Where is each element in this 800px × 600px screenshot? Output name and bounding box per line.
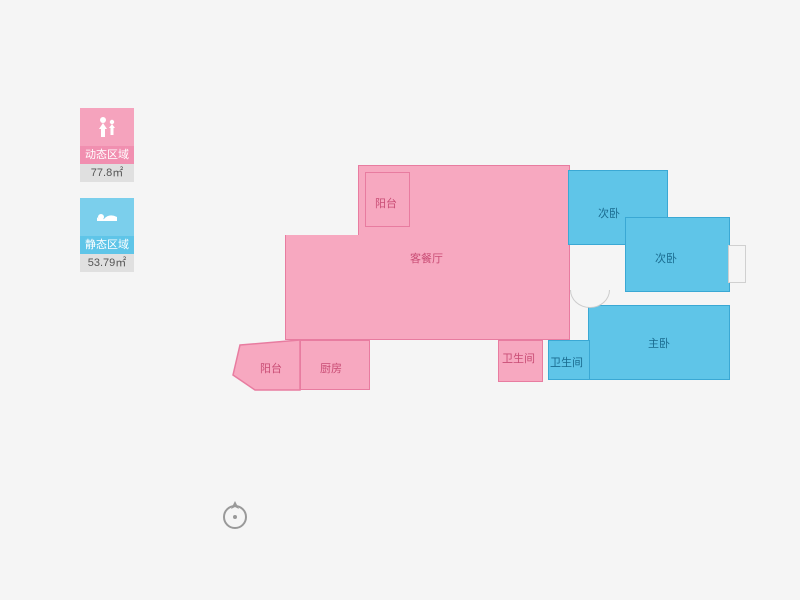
door-swing-1 (570, 290, 590, 308)
label-balcony1: 阳台 (375, 195, 397, 211)
label-bed2a: 次卧 (598, 205, 620, 221)
label-bath2: 卫生间 (550, 354, 583, 370)
sleep-icon (80, 198, 134, 236)
legend-dynamic-value: 77.8㎡ (80, 164, 134, 182)
label-bath1: 卫生间 (502, 350, 535, 366)
label-kitchen: 厨房 (320, 360, 342, 376)
compass-icon (220, 495, 250, 531)
label-living: 客餐厅 (410, 250, 443, 266)
legend-dynamic: 动态区域 77.8㎡ (80, 108, 134, 182)
people-icon (80, 108, 134, 146)
label-bed2b: 次卧 (655, 250, 677, 266)
legend-dynamic-label: 动态区域 (80, 146, 134, 164)
label-balcony2: 阳台 (260, 360, 282, 376)
floorplan: 客餐厅 阳台 厨房 阳台 卫生间 次卧 次卧 主卧 卫生间 (230, 150, 770, 440)
room-bed2b (625, 217, 730, 292)
seam-fill (359, 234, 569, 238)
legend-static-label: 静态区域 (80, 236, 134, 254)
exterior-balcony-right (728, 245, 746, 283)
legend-static: 静态区域 53.79㎡ (80, 198, 134, 272)
legend-static-value: 53.79㎡ (80, 254, 134, 272)
label-bed1: 主卧 (648, 335, 670, 351)
